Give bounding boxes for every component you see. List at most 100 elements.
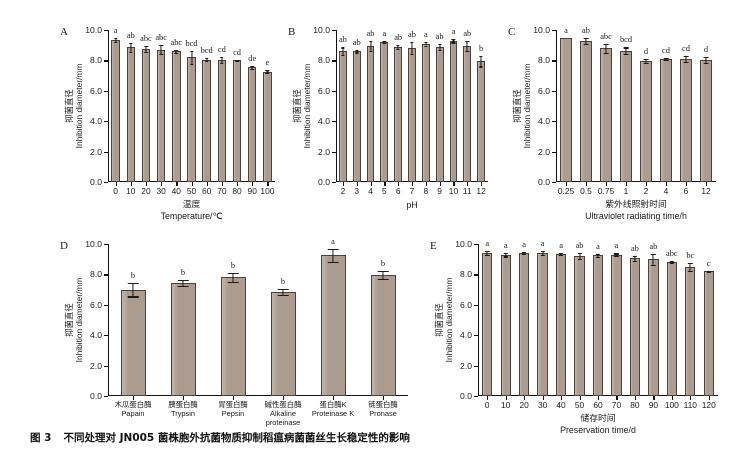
bar <box>170 282 196 396</box>
x-tick-label: 30 <box>537 400 548 410</box>
bar <box>600 48 612 182</box>
error-bar-cap <box>643 62 649 65</box>
x-tick <box>130 182 132 186</box>
error-bar-cap <box>451 38 456 40</box>
error-bar-cap <box>277 294 289 296</box>
x-tick <box>133 396 135 400</box>
error-bar <box>625 47 627 54</box>
bar <box>366 45 375 182</box>
significance-letter: bcd <box>200 46 213 56</box>
error-bar-cap <box>438 43 442 45</box>
y-axis-title: 抑菌直径 Inhibition diameter/mm <box>64 64 84 149</box>
panel-label-b: B <box>288 26 296 38</box>
error-bar <box>145 45 147 53</box>
significance-letter: cd <box>217 44 226 54</box>
significance-letter: a <box>331 236 335 246</box>
error-bar-cap <box>250 65 254 67</box>
x-axis-title: 紫外线照射时间 Ultraviolet radiating time/h <box>585 200 687 222</box>
x-tick-label: 链蛋白酶 Pronase <box>368 400 398 418</box>
bar <box>270 291 296 396</box>
error-bar <box>115 37 117 43</box>
error-bar-cap <box>503 256 508 258</box>
y-axis-title-cn: 抑菌直径 <box>64 303 74 337</box>
x-tick-label: 90 <box>247 186 257 196</box>
x-tick-label: 12 <box>476 186 486 196</box>
error-bar-cap <box>396 48 400 50</box>
error-bar <box>439 43 441 50</box>
error-bar-cap <box>355 52 359 54</box>
x-axis-title: 储存时间 Preservation time/d <box>560 414 636 436</box>
y-axis-line <box>108 30 110 182</box>
error-bar-cap <box>558 254 564 256</box>
x-tick-label: 4 <box>368 186 373 196</box>
x-tick-label: 11 <box>462 186 472 196</box>
x-tick <box>616 396 618 400</box>
error-bar-cap <box>479 66 483 68</box>
chart-panel-c: C 0.0 2.0 4.0 6.0 8.0 10.0 a ab abc bcd d cd cd d 抑菌直径 I… <box>508 18 726 242</box>
error-bar-cap <box>368 51 373 53</box>
error-bar-cap <box>265 70 270 72</box>
y-axis-title-en: Inhibition diameter/mm <box>74 277 84 363</box>
bar <box>463 45 472 182</box>
error-bar-cap <box>341 47 345 49</box>
bar <box>660 58 672 182</box>
error-bar <box>221 56 223 63</box>
significance-letter: a <box>522 240 526 250</box>
significance-letter: ab <box>352 38 361 48</box>
x-tick <box>267 182 269 186</box>
error-bar-cap <box>368 40 373 42</box>
x-tick-label: 50 <box>574 400 585 410</box>
error-bar <box>705 56 707 63</box>
y-axis-title: 抑菌直径 Inhibition diameter/mm <box>292 64 312 149</box>
error-bar-cap <box>485 250 490 252</box>
error-bar-cap <box>540 250 545 252</box>
x-tick-label: 4 <box>663 186 669 196</box>
x-tick-label: 3 <box>354 186 360 196</box>
y-tick-label: 2.0 <box>90 360 102 371</box>
significance-letter: a <box>485 238 490 248</box>
x-tick-label: 60 <box>202 186 212 196</box>
bar <box>648 259 659 396</box>
bar <box>580 40 592 182</box>
significance-letter: a <box>596 241 600 251</box>
error-bar <box>130 42 132 53</box>
error-bar <box>369 40 372 52</box>
x-tick-label: 20 <box>519 400 529 410</box>
x-tick-label: 0 <box>484 400 490 410</box>
x-tick <box>233 396 235 400</box>
x-axis-title-en: pH <box>406 200 418 210</box>
y-tick-label: 8.0 <box>538 55 550 66</box>
error-bar-cap <box>706 271 711 273</box>
error-bar-cap <box>204 58 209 60</box>
y-tick-label: 4.0 <box>90 116 102 127</box>
error-bar <box>383 40 385 44</box>
x-tick <box>706 182 708 186</box>
error-bar-cap <box>189 50 194 52</box>
error-bar-cap <box>703 62 709 64</box>
x-axis-title-en: Temperature/℃ <box>160 211 223 221</box>
figure-caption-number: 图 3 <box>30 432 52 444</box>
y-tick-label: 4.0 <box>90 330 102 341</box>
x-tick <box>626 182 628 186</box>
x-tick <box>145 182 148 186</box>
y-tick-label: 4.0 <box>538 116 550 127</box>
error-bar <box>132 282 134 297</box>
significance-letter: abc <box>155 33 167 43</box>
error-bar <box>397 44 399 49</box>
error-bar <box>605 43 607 53</box>
y-tick-label: 8.0 <box>90 269 102 280</box>
error-bar-cap <box>128 42 133 44</box>
error-bar <box>665 57 667 61</box>
x-axis-line <box>108 394 408 396</box>
plot-area-a: 0.0 2.0 4.0 6.0 8.0 10.0 a ab abc abc abc bcd bcd cd c… <box>85 25 275 187</box>
bar <box>555 253 567 396</box>
error-bar-cap <box>327 248 339 250</box>
error-bar-cap <box>503 252 508 254</box>
x-tick <box>634 396 637 400</box>
bar <box>518 253 530 396</box>
significance-letter: ab <box>649 241 658 251</box>
error-bar-cap <box>377 278 389 281</box>
error-bar-cap <box>595 253 601 255</box>
error-bar-cap <box>669 261 675 263</box>
y-tick-label: 4.0 <box>318 116 330 127</box>
